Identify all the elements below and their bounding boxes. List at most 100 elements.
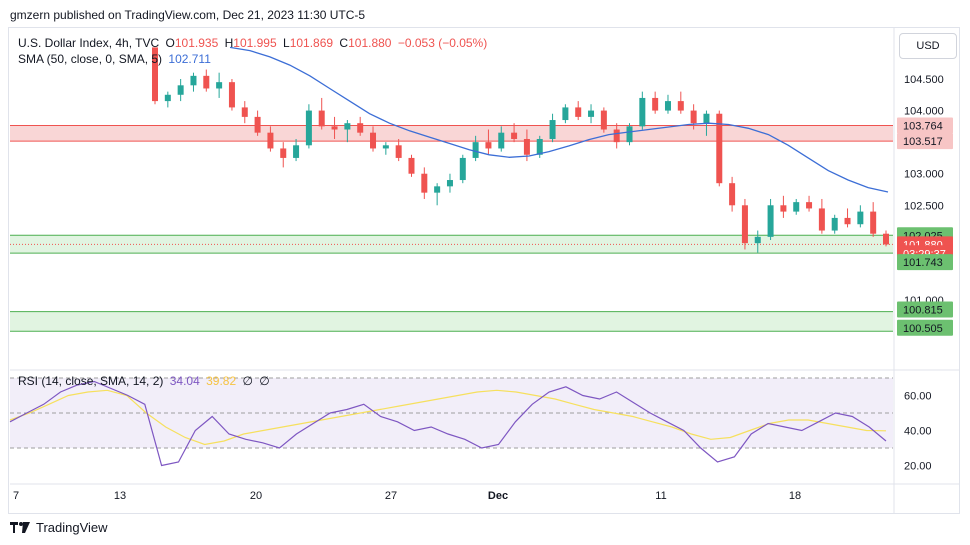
candle-body-38	[639, 97, 646, 127]
candle-body-10	[280, 148, 287, 158]
candle-body-11	[293, 145, 300, 158]
time-axis-label: 27	[385, 490, 397, 502]
open-label: O	[165, 36, 175, 50]
candle-body-3	[190, 75, 197, 86]
candle-body-40	[664, 101, 671, 111]
price-tag-bg-7	[897, 319, 953, 336]
ohlc-legend: U.S. Dollar Index, 4h, TVC O101.935 H101…	[18, 36, 490, 50]
candle-body-29	[523, 138, 530, 155]
price-tag-bg-0	[897, 117, 953, 134]
candle-body-15	[344, 123, 351, 130]
candle-body-24	[459, 157, 466, 181]
candle-body-41	[677, 101, 684, 111]
candle-body-54	[844, 217, 851, 225]
zone-2	[10, 311, 893, 332]
candle-body-14	[331, 126, 338, 130]
rsi-extra-1: ∅	[242, 374, 253, 388]
price-tag-bg-6	[897, 301, 953, 318]
price-axis-label: 102.500	[904, 200, 944, 212]
candle-body-23	[446, 180, 453, 187]
candle-body-53	[831, 217, 838, 231]
candle-body-51	[806, 202, 813, 209]
candle-body-18	[382, 145, 389, 149]
change-value: −0.053 (−0.05%)	[397, 36, 488, 50]
rsi-label: RSI (14, close, SMA, 14, 2)	[18, 374, 164, 388]
candle-body-44	[716, 113, 723, 184]
rsi-legend: RSI (14, close, SMA, 14, 2) 34.04 39.82 …	[18, 374, 273, 388]
candle-body-22	[434, 186, 441, 193]
low-label: L	[283, 36, 290, 50]
rsi-axis-label: 60.00	[904, 391, 932, 403]
candle-body-4	[203, 75, 210, 89]
sma-value: 102.711	[168, 52, 211, 66]
price-tag-5: 101.743	[903, 257, 943, 269]
rsi-extra-2: ∅	[259, 374, 270, 388]
candle-body-25	[472, 142, 479, 158]
high-value: 101.995	[233, 36, 277, 50]
rsi-axis-label: 20.00	[904, 461, 932, 473]
candle-body-12	[305, 110, 312, 146]
high-label: H	[224, 36, 234, 50]
candle-body-48	[767, 205, 774, 237]
candle-body-16	[357, 123, 364, 133]
candle-body-34	[588, 110, 595, 117]
open-value: 101.935	[174, 36, 219, 50]
footer-brand-label: TradingView	[36, 520, 108, 535]
sma-label: SMA (50, close, 0, SMA, 5)	[18, 52, 163, 66]
footer-brand: TradingView	[10, 520, 108, 535]
close-value: 101.880	[348, 36, 392, 50]
candle-body-35	[600, 110, 607, 130]
time-axis-label: Dec	[488, 490, 508, 502]
candle-body-45	[729, 183, 736, 206]
time-axis-label: 13	[114, 490, 126, 502]
rsi-line	[9, 380, 887, 467]
candle-body-56	[870, 211, 877, 234]
chart-frame	[8, 27, 960, 514]
candle-body-39	[652, 97, 659, 111]
candle-body-42	[690, 110, 697, 124]
candle-body-57	[883, 233, 889, 245]
candle-body-0	[152, 47, 158, 102]
candle-body-33	[575, 107, 582, 117]
candle-body-7	[241, 107, 248, 117]
candle-body-47	[754, 236, 761, 244]
currency-button[interactable]: USD	[899, 33, 957, 59]
price-axis-label: 104.000	[904, 106, 944, 118]
candle-body-6	[228, 82, 235, 108]
candle-body-1	[164, 94, 171, 102]
rsi-axis-label: 40.00	[904, 426, 932, 438]
price-tag-bg-5	[897, 254, 953, 271]
rsi-sma-value: 39.82	[206, 374, 237, 388]
candle-body-52	[818, 208, 825, 231]
zone-0	[10, 125, 893, 142]
price-tag-1: 103.517	[903, 136, 943, 148]
rsi-value: 34.04	[169, 374, 200, 388]
candle-body-8	[254, 116, 261, 133]
sma-line	[229, 46, 889, 193]
publisher-line: gmzern published on TradingView.com, Dec…	[10, 8, 366, 22]
candle-body-20	[408, 157, 415, 174]
price-tag-7: 100.505	[903, 323, 943, 335]
candle-body-55	[857, 211, 864, 225]
price-axis-label: 104.500	[904, 74, 944, 86]
candle-body-46	[741, 205, 748, 244]
candle-body-27	[498, 132, 505, 149]
candle-body-28	[511, 132, 518, 139]
time-axis-label: 11	[655, 490, 666, 502]
candle-body-17	[370, 132, 377, 149]
time-axis-label: 18	[789, 490, 801, 502]
time-axis-label: 20	[250, 490, 262, 502]
low-value: 101.869	[289, 36, 334, 50]
symbol-label: U.S. Dollar Index, 4h, TVC	[18, 36, 160, 50]
candle-body-30	[536, 138, 543, 155]
sma-legend: SMA (50, close, 0, SMA, 5) 102.711	[18, 52, 214, 66]
price-tag-bg-1	[897, 133, 953, 150]
candle-body-9	[267, 132, 274, 149]
price-tag-0: 103.764	[903, 120, 943, 132]
candle-body-43	[703, 113, 710, 124]
candle-body-37	[626, 126, 633, 143]
rsi-sma-line	[9, 389, 887, 446]
candle-body-21	[421, 173, 428, 193]
candle-body-50	[793, 202, 800, 212]
